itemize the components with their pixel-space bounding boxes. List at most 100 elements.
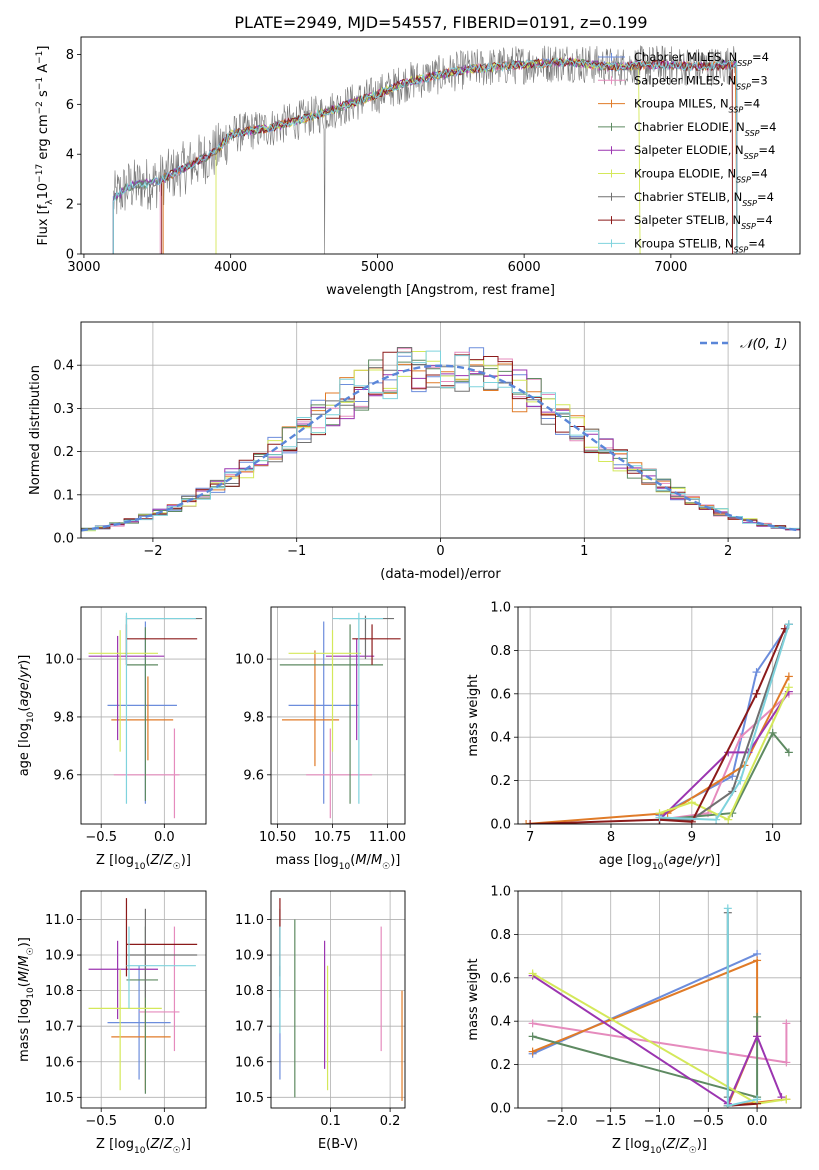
y-tick-label: 11.0 [45, 913, 74, 928]
y-tick-label: 10.5 [45, 1091, 74, 1106]
weight-marker-kroupa_miles [522, 820, 531, 824]
svg-text:mass [log10(M/M☉)]: mass [log10(M/M☉)] [17, 937, 36, 1062]
weight-marker-kroupa_stelib [784, 620, 793, 629]
x-tick-label: −0.5 [85, 1114, 117, 1129]
y-tick-label: 0.2 [490, 774, 511, 789]
age-vs-mass-axes: 10.50 10.75 11.00 9.6 9.8 10.0 [235, 607, 406, 845]
residuals-xlabel: (data-model)/error [380, 567, 501, 582]
weight-marker-kroupa_elodie [784, 683, 793, 692]
y-tick-label: 0.4 [490, 1015, 511, 1030]
axes-frame [517, 606, 802, 825]
mass-weight-vs-Z-ylabel: mass weight [466, 958, 481, 1040]
age-vs-Z-axes: −0.5 0.0 9.6 9.8 10.0 [45, 607, 206, 845]
mass-vs-ebv-xlabel: E(B-V) [318, 1137, 358, 1152]
svg-text:Z [log10(Z/Z☉)]: Z [log10(Z/Z☉)] [96, 1137, 191, 1156]
y-tick-label: 0.0 [53, 532, 74, 547]
weight-marker-kroupa_stelib [655, 813, 664, 822]
y-tick-label: 9.6 [243, 768, 264, 783]
mass-weight-vs-age-axes: 7 8 9 10 0.0 0.2 0.4 0.6 0.8 1.0 [490, 601, 801, 845]
weight-line-salpeter_elodie [658, 691, 790, 821]
x-tick-label: 0 [436, 544, 444, 559]
y-tick-label: 0.8 [490, 928, 511, 943]
svg-text:age [log10(age/yr)]: age [log10(age/yr)] [17, 655, 36, 777]
x-tick-label: −0.5 [693, 1114, 725, 1129]
weight-line-salpeter_elodie [532, 974, 783, 1106]
x-tick-label: 9 [688, 830, 696, 845]
y-tick-label: 0.8 [490, 644, 511, 659]
spectrum-plot [112, 45, 738, 254]
y-tick-label: 1.0 [490, 601, 511, 616]
x-tick-label: 0.0 [747, 1114, 768, 1129]
y-tick-label: 10.6 [45, 1055, 74, 1070]
weight-marker-kroupa_stelib [723, 1101, 732, 1108]
y-tick-label: 0.4 [490, 731, 511, 746]
age-vs-Z-xlabel: Z [log10(Z/Z☉)] [96, 853, 191, 872]
y-tick-label: 0.1 [53, 488, 74, 503]
y-tick-label: 10.5 [235, 1091, 264, 1106]
y-tick-label: 9.8 [53, 710, 74, 725]
weight-marker-kroupa_stelib [736, 776, 745, 785]
model-spectrum-salpeter_stelib [161, 56, 733, 254]
y-tick-label: 0.6 [490, 687, 511, 702]
x-tick-label: 0.2 [380, 1114, 401, 1129]
mass-vs-Z-axes: −0.5 0.0 10.5 10.6 10.7 10.8 10.9 11.0 [45, 891, 206, 1129]
y-tick-label: 10.6 [235, 1055, 264, 1070]
weight-marker-kroupa_elodie [687, 798, 696, 807]
weight-marker-chabrier_elodie [784, 748, 793, 757]
y-tick-label: 0.0 [490, 1102, 511, 1117]
legend-label-kroupa_elodie: Kroupa ELODIE, NSSP=4 [634, 167, 768, 185]
axes-frame [270, 606, 406, 825]
weight-marker-kroupa_miles [753, 956, 762, 965]
weight-line-kroupa_miles [526, 675, 790, 824]
axes-frame [80, 606, 207, 825]
legend-label-chabrier_elodie: Chabrier ELODIE, NSSP=4 [634, 120, 776, 138]
y-tick-label: 10.8 [235, 984, 264, 999]
mass-vs-Z-xlabel: Z [log10(Z/Z☉)] [96, 1137, 191, 1156]
mass-vs-ebv-axes: 0.1 0.2 10.5 10.6 10.7 10.8 10.9 11.0 [235, 891, 405, 1129]
x-tick-label: −1.5 [595, 1114, 627, 1129]
y-tick-label: 10.8 [45, 984, 74, 999]
x-tick-label: 7000 [654, 260, 687, 275]
weight-marker-salpeter_stelib [752, 689, 761, 698]
y-tick-label: 0.0 [490, 818, 511, 833]
y-tick-label: 10.7 [45, 1020, 74, 1035]
x-tick-label: 2 [724, 544, 732, 559]
axes-frame [80, 321, 801, 539]
mass-weight-vs-Z-plot [528, 904, 791, 1108]
x-tick-label: 0.0 [154, 830, 175, 845]
legend-label-kroupa_stelib: Kroupa STELIB, NSSP=4 [634, 236, 765, 254]
axes-frame [517, 890, 802, 1109]
age-vs-Z-ylabel: age [log10(age/yr)] [17, 655, 36, 777]
weight-line-kroupa_stelib [659, 624, 790, 821]
y-tick-label: 0.2 [53, 445, 74, 460]
legend-label-kroupa_miles: Kroupa MILES, NSSP=4 [634, 97, 760, 115]
weight-marker-salpeter_miles [736, 733, 745, 742]
weight-line-chabrier_stelib [659, 624, 790, 821]
spectrum-ylabel: Flux [fλ10−17 erg cm−2 s−1 A−1] [35, 46, 55, 246]
x-tick-label: 7 [526, 830, 534, 845]
x-tick-label: −2.0 [546, 1114, 578, 1129]
weight-marker-salpeter_miles [782, 1058, 791, 1067]
weight-line-kroupa_elodie [659, 686, 790, 822]
svg-text:Z [log10(Z/Z☉)]: Z [log10(Z/Z☉)] [612, 1137, 707, 1156]
x-tick-label: 0.1 [320, 1114, 341, 1129]
y-tick-label: 9.6 [53, 768, 74, 783]
y-tick-label: 9.8 [243, 710, 264, 725]
svg-text:mass [log10(M/M☉)]: mass [log10(M/M☉)] [276, 853, 401, 872]
weight-marker-chabrier_miles [752, 668, 761, 677]
mass-weight-vs-Z-xlabel: Z [log10(Z/Z☉)] [612, 1137, 707, 1156]
svg-text:Z [log10(Z/Z☉)]: Z [log10(Z/Z☉)] [96, 853, 191, 872]
x-tick-label: 10.75 [314, 830, 351, 845]
legend-label-chabrier_stelib: Chabrier STELIB, NSSP=4 [634, 190, 774, 208]
spectrum-legend: Chabrier MILES, NSSP=4 Salpeter MILES, NS… [598, 50, 776, 254]
legend-label-chabrier_miles: Chabrier MILES, NSSP=4 [634, 50, 769, 68]
mass-vs-Z-plot [88, 898, 198, 1094]
y-tick-label: 10.0 [45, 653, 74, 668]
mass-vs-Z-ylabel: mass [log10(M/M☉)] [17, 937, 36, 1062]
weight-marker-kroupa_elodie [782, 1095, 791, 1104]
y-tick-label: 10.0 [235, 653, 264, 668]
weight-marker-salpeter_miles [782, 1019, 791, 1028]
mass-weight-vs-age-plot [522, 620, 793, 824]
mass-weight-vs-age-ylabel: mass weight [466, 674, 481, 756]
